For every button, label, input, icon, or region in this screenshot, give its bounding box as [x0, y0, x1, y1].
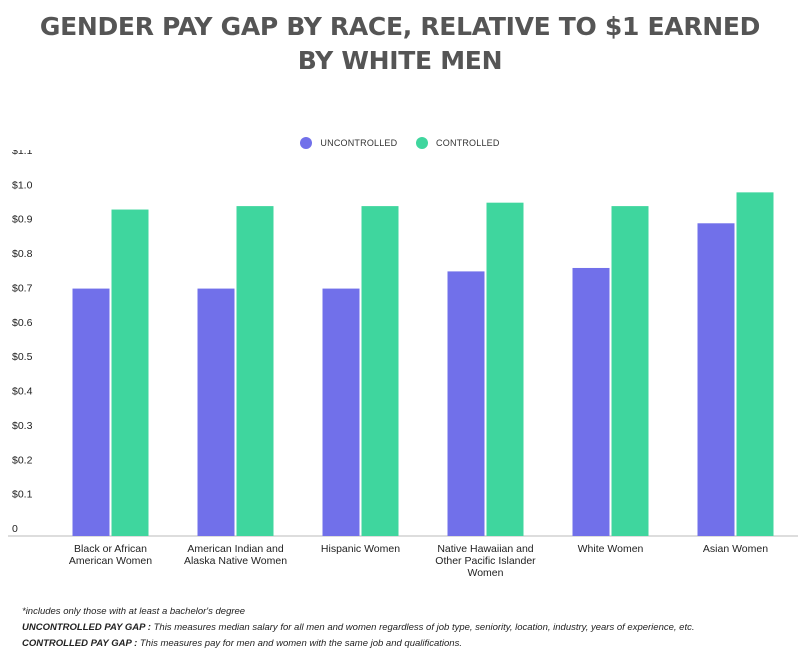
- legend-swatch-controlled: [416, 137, 429, 149]
- footnote-controlled-key: CONTROLLED PAY GAP :: [22, 638, 138, 649]
- y-tick-label: $0.3: [12, 420, 33, 432]
- bar-uncontrolled: [72, 288, 110, 536]
- footnote-controlled-text: This measures pay for men and women with…: [137, 638, 462, 649]
- legend: UNCONTROLLED CONTROLLED: [0, 137, 800, 151]
- bar-uncontrolled: [697, 223, 735, 537]
- x-tick-label: Asian Women: [703, 543, 768, 555]
- x-tick-label: White Women: [578, 543, 644, 555]
- y-tick-label: $0.6: [12, 317, 33, 329]
- y-tick-label: $0.2: [12, 454, 33, 466]
- bar-controlled: [736, 192, 774, 536]
- legend-label-controlled: CONTROLLED: [436, 138, 500, 148]
- y-tick-label: $0.8: [12, 248, 33, 260]
- x-tick-label: American Indian and: [187, 543, 283, 555]
- y-tick-label: $1.1: [12, 150, 33, 157]
- x-tick-label: Black or African: [74, 543, 147, 555]
- bar-controlled: [111, 209, 149, 536]
- y-tick-label: $0.4: [12, 386, 33, 398]
- legend-label-uncontrolled: UNCONTROLLED: [320, 138, 398, 148]
- footnotes: *includes only those with at least a bac…: [22, 604, 694, 652]
- bar-controlled: [361, 206, 399, 536]
- bar-chart: 0 $0.1 $0.2 $0.3 $0.4 $0.5 $0.6 $0.7 $0.8 $0.9 $1.…: [8, 150, 798, 579]
- chart-title: GENDER PAY GAP BY RACE, RELATIVE TO $1 E…: [39, 12, 761, 75]
- y-tick-label: $0.5: [12, 351, 33, 363]
- y-tick-label: $0.9: [12, 214, 33, 226]
- bar-uncontrolled: [322, 288, 360, 536]
- y-tick-label: $0.7: [12, 282, 33, 294]
- footnote-uncontrolled-key: UNCONTROLLED PAY GAP :: [22, 622, 151, 633]
- x-tick-label: Native Hawaiian and: [437, 543, 533, 555]
- x-tick-label: American Women: [69, 555, 152, 567]
- bar-controlled: [236, 206, 274, 536]
- footnote-uncontrolled-text: This measures median salary for all men …: [150, 622, 695, 633]
- y-tick-label: $1.0: [12, 179, 33, 191]
- bar-controlled: [486, 202, 524, 536]
- bar-uncontrolled: [447, 271, 485, 536]
- bar-uncontrolled: [197, 288, 235, 536]
- legend-item-controlled: CONTROLLED: [416, 137, 500, 149]
- x-tick-label: Hispanic Women: [321, 543, 400, 555]
- footnote-degree: *includes only those with at least a bac…: [22, 606, 246, 617]
- legend-swatch-uncontrolled: [300, 137, 313, 149]
- bar-uncontrolled: [572, 267, 610, 536]
- y-tick-label: $0.1: [12, 489, 33, 501]
- legend-item-uncontrolled: UNCONTROLLED: [300, 137, 397, 149]
- footnote-controlled: CONTROLLED PAY GAP : This measures pay f…: [22, 636, 694, 652]
- x-tick-label: Women: [468, 567, 504, 579]
- x-tick-label: Other Pacific Islander: [435, 555, 536, 567]
- bar-controlled: [611, 206, 649, 536]
- y-tick-label: 0: [12, 523, 18, 535]
- x-tick-label: Alaska Native Women: [184, 555, 287, 567]
- footnote-uncontrolled: UNCONTROLLED PAY GAP : This measures med…: [22, 620, 694, 636]
